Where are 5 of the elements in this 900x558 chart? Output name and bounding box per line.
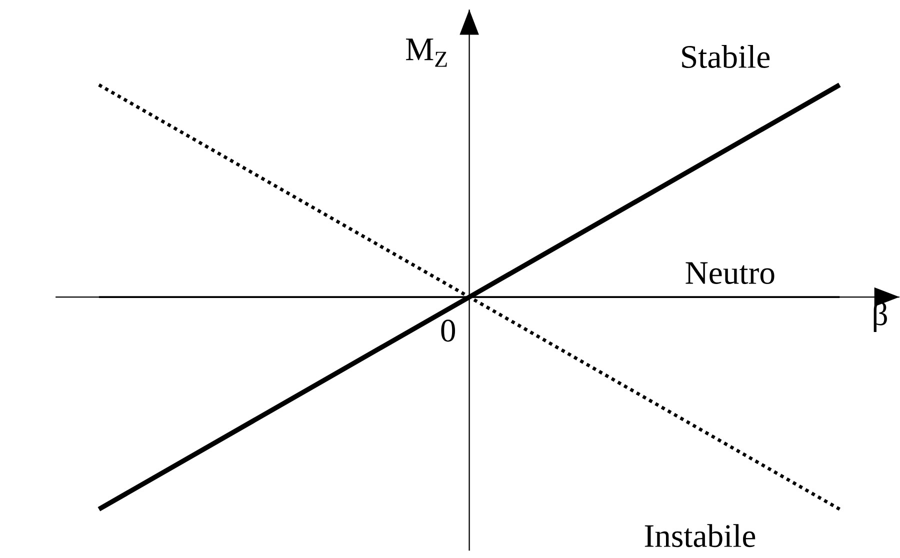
series-label: Stabile (682, 45, 770, 68)
series-label: Instabile (644, 524, 756, 548)
annotation: 0 (441, 320, 456, 342)
y-axis-title: M$_{Z}$ (406, 38, 447, 67)
series-label: Neutro (686, 262, 774, 284)
